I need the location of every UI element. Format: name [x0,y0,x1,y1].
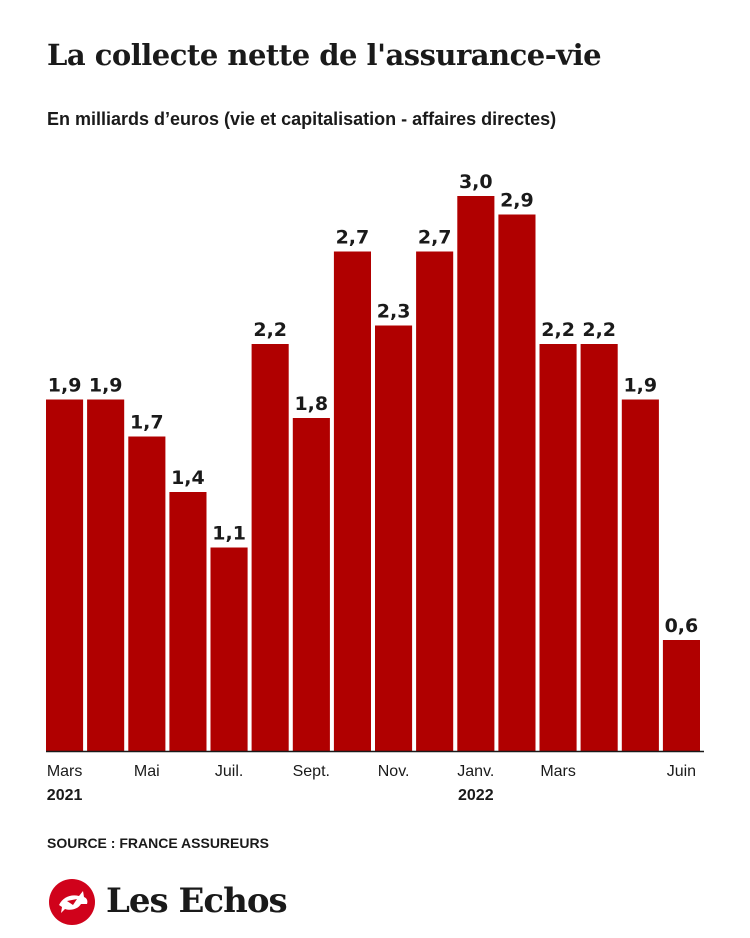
x-year-label: 2022 [458,787,494,804]
bar-9 [375,325,413,751]
bar-10 [416,251,454,751]
bar-value-label: 2,3 [377,301,411,323]
bar-8 [333,251,371,751]
bar-chart: 1,9 1,9 1,7 1,4 1,1 2,2 1,8 2,7 2,3 2,7 3,0 2,9 2,2 2… [46,171,704,804]
source-note: SOURCE : FRANCE ASSUREURS [47,835,269,851]
bar-value-label: 1,4 [171,467,205,489]
bar-value-label: 1,9 [89,375,123,397]
bar-13 [539,344,577,751]
x-tick-label: Mars [540,763,576,780]
brand-name: Les Echos [106,881,288,921]
bar-6 [251,344,289,751]
x-tick-label: Nov. [378,763,410,780]
bar-value-label: 1,9 [623,375,657,397]
bar-11 [457,196,495,751]
brand-logo: Les Echos [48,878,308,928]
bar-value-label: 2,7 [336,227,370,249]
bar-14 [580,344,618,751]
x-tick-label: Juin [667,763,696,780]
bar-value-label: 2,7 [418,227,452,249]
bar-4 [169,492,207,751]
bar-12 [498,214,536,751]
x-tick-label: Mai [134,763,160,780]
x-tick-label: Sept. [293,763,330,780]
bar-value-label: 3,0 [459,171,493,193]
chart-title: La collecte nette de l'assurance-vie [47,38,602,72]
bar-3 [128,436,166,751]
bar-1 [46,399,84,751]
bar-value-label: 1,1 [212,523,246,545]
bar-value-label: 2,2 [253,319,287,341]
bar-7 [292,418,330,751]
x-tick-label: Mars [47,763,83,780]
bar-value-label: 2,2 [541,319,575,341]
bar-value-label: 0,6 [665,615,699,637]
bar-value-label: 1,7 [130,412,164,434]
bar-value-label: 2,9 [500,190,534,212]
bar-value-label: 1,9 [48,375,82,397]
bar-2 [87,399,125,751]
x-tick-label: Janv. [457,763,494,780]
bar-value-label: 1,8 [294,393,328,415]
bar-value-label: 2,2 [582,319,616,341]
x-tick-label: Juil. [215,763,243,780]
chart-subtitle: En milliards d’euros (vie et capitalisat… [47,109,557,129]
bar-16 [662,640,700,751]
bar-5 [210,547,248,751]
x-year-label: 2021 [47,787,83,804]
bar-15 [621,399,659,751]
rooster-icon [49,879,95,925]
